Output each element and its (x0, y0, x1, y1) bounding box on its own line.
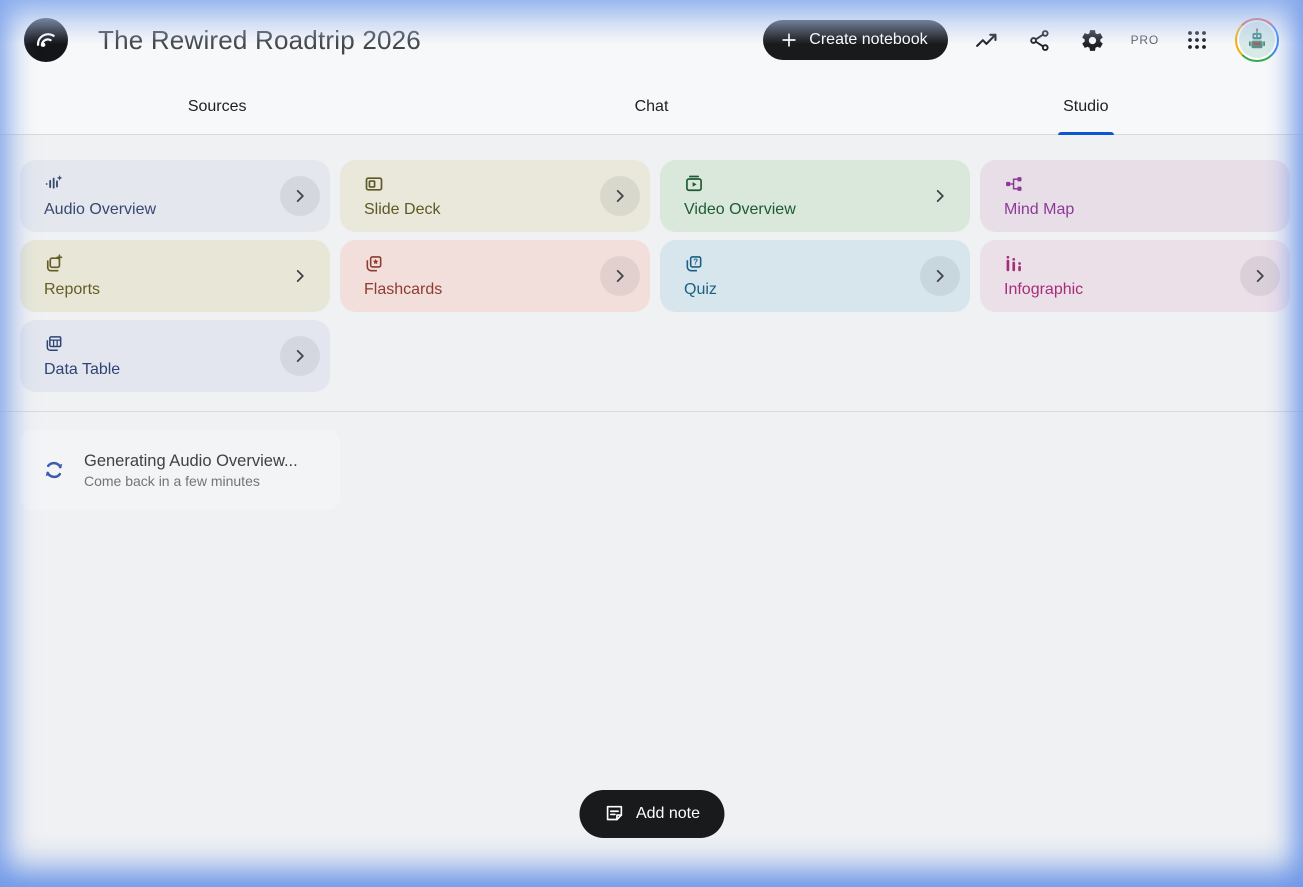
studio-card-mind-map[interactable]: Mind Map (980, 160, 1290, 232)
chevron-right-icon[interactable] (1240, 256, 1280, 296)
create-notebook-label: Create notebook (809, 31, 928, 48)
studio-cards-grid: Audio Overview Slide Deck Video Overview (20, 160, 1290, 392)
generating-text: Generating Audio Overview... Come back i… (84, 450, 298, 491)
create-notebook-button[interactable]: Create notebook (763, 20, 948, 60)
generating-audio-overview-item[interactable]: Generating Audio Overview... Come back i… (20, 430, 340, 510)
notebooklm-logo[interactable] (24, 18, 68, 62)
pro-badge: PRO (1130, 33, 1159, 47)
studio-card-audio-overview[interactable]: Audio Overview (20, 160, 330, 232)
plus-icon (779, 30, 799, 50)
card-label: Reports (44, 281, 101, 298)
mind-map-icon (1004, 174, 1024, 194)
studio-card-quiz[interactable]: ? Quiz (660, 240, 970, 312)
studio-card-flashcards[interactable]: Flashcards (340, 240, 650, 312)
card-label: Video Overview (684, 201, 796, 218)
section-divider (0, 411, 1303, 412)
apps-grid-icon[interactable] (1183, 26, 1211, 54)
top-bar: The Rewired Roadtrip 2026 Create noteboo… (0, 0, 1303, 80)
generating-subtitle: Come back in a few minutes (84, 472, 260, 489)
account-avatar[interactable] (1235, 18, 1279, 62)
chevron-right-icon[interactable] (280, 336, 320, 376)
chevron-right-icon[interactable] (280, 256, 320, 296)
quiz-cards-icon: ? (684, 254, 704, 274)
studio-card-video-overview[interactable]: Video Overview (660, 160, 970, 232)
generating-title: Generating Audio Overview... (84, 451, 298, 470)
chevron-right-icon[interactable] (280, 176, 320, 216)
card-label: Slide Deck (364, 201, 441, 218)
note-icon (603, 803, 625, 825)
card-label: Audio Overview (44, 201, 157, 218)
tab-chat-label: Chat (634, 98, 669, 115)
chevron-right-icon[interactable] (920, 176, 960, 216)
share-icon[interactable] (1025, 26, 1054, 55)
card-label: Data Table (44, 361, 121, 378)
studio-card-data-table[interactable]: Data Table (20, 320, 330, 392)
flashcards-star-icon (364, 254, 384, 274)
studio-card-slide-deck[interactable]: Slide Deck (340, 160, 650, 232)
svg-text:?: ? (693, 258, 698, 267)
table-icon (44, 334, 64, 354)
tab-studio[interactable]: Studio (869, 80, 1303, 135)
chevron-right-icon[interactable] (920, 256, 960, 296)
add-note-label: Add note (635, 805, 701, 822)
card-label: Infographic (1004, 281, 1084, 298)
tab-studio-label: Studio (1063, 98, 1109, 115)
waveform-sparkle-icon (44, 174, 64, 194)
topbar-actions: Create notebook (763, 18, 1279, 62)
chevron-right-icon[interactable] (600, 256, 640, 296)
studio-panel: Audio Overview Slide Deck Video Overview (0, 135, 1303, 510)
sync-icon (41, 457, 67, 483)
notebook-title[interactable]: The Rewired Roadtrip 2026 (98, 24, 421, 55)
card-label: Flashcards (364, 281, 443, 298)
avatar-robot-image (1237, 20, 1277, 60)
video-library-icon (684, 174, 704, 194)
tab-sources[interactable]: Sources (0, 80, 434, 134)
bar-chart-icon (1004, 254, 1024, 274)
analytics-icon[interactable] (972, 26, 1001, 55)
active-tab-indicator (1057, 132, 1114, 135)
card-label: Quiz (684, 281, 717, 298)
panel-tabs: Sources Chat Studio (0, 80, 1303, 135)
tab-chat[interactable]: Chat (434, 80, 868, 134)
logo-waves-icon (33, 27, 59, 53)
settings-gear-icon[interactable] (1078, 26, 1107, 55)
chevron-right-icon[interactable] (600, 176, 640, 216)
tab-sources-label: Sources (187, 98, 247, 115)
studio-card-infographic[interactable]: Infographic (980, 240, 1290, 312)
card-label: Mind Map (1004, 201, 1075, 218)
report-stack-icon (44, 254, 64, 274)
studio-card-reports[interactable]: Reports (20, 240, 330, 312)
add-note-button[interactable]: Add note (578, 790, 725, 838)
presentation-icon (364, 174, 384, 194)
